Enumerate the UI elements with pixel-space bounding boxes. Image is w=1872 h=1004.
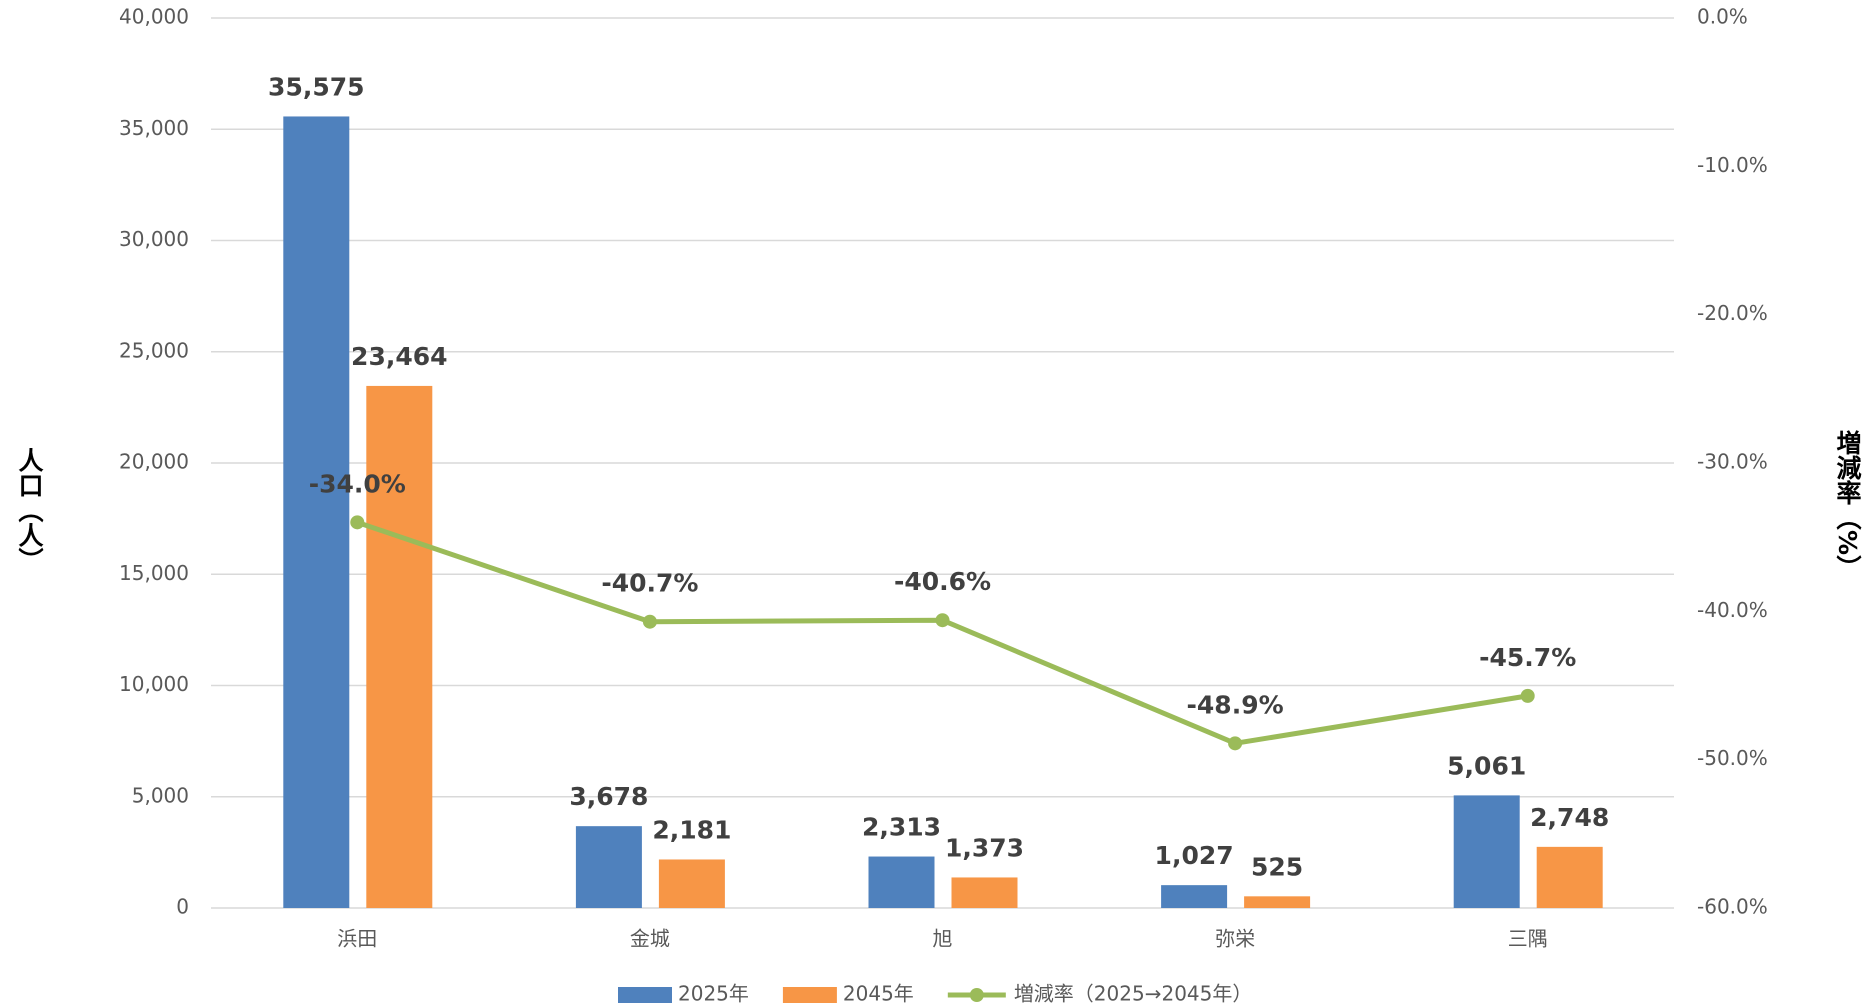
y2-tick-label: -20.0%: [1697, 301, 1768, 325]
bar: [1244, 896, 1311, 908]
y2-tick-label: -50.0%: [1697, 746, 1768, 770]
data-label: 525: [1251, 852, 1303, 881]
y-tick-label: 0: [176, 895, 189, 919]
y2-tick-label: -10.0%: [1697, 153, 1768, 177]
x-tick-label: 三隅: [1508, 927, 1548, 951]
data-label: 1,373: [945, 833, 1024, 862]
y2-tick-label: 0.0%: [1697, 5, 1748, 29]
legend-swatch: [618, 987, 672, 1003]
y-tick-label: 25,000: [119, 338, 189, 362]
data-label: 2,748: [1530, 803, 1609, 832]
data-label: -48.9%: [1187, 690, 1284, 719]
bar: [658, 859, 725, 908]
x-tick-label: 金城: [630, 927, 670, 951]
bar: [1161, 885, 1228, 908]
data-label: -34.0%: [309, 469, 406, 498]
y2-tick-label: -60.0%: [1697, 895, 1768, 919]
line-marker: [350, 515, 365, 530]
data-label: 5,061: [1447, 751, 1526, 780]
y2-axis-label: 増減率（%）: [1833, 429, 1862, 580]
y-tick-label: 5,000: [132, 783, 189, 807]
line-marker: [1520, 688, 1535, 703]
line-marker: [935, 613, 950, 628]
legend-label: 増減率（2025→2045年）: [1014, 982, 1253, 1004]
y-tick-label: 15,000: [119, 561, 189, 585]
bar: [1453, 795, 1520, 908]
y-tick-label: 10,000: [119, 672, 189, 696]
bar: [283, 116, 350, 909]
bar: [951, 877, 1018, 908]
legend-marker: [969, 988, 984, 1002]
data-label: -45.7%: [1479, 643, 1576, 672]
data-label: 23,464: [351, 342, 447, 371]
bar: [575, 826, 642, 908]
y2-tick-label: -30.0%: [1697, 450, 1768, 474]
y-tick-label: 40,000: [119, 5, 189, 29]
bar: [868, 856, 935, 908]
y-tick-label: 30,000: [119, 227, 189, 251]
line-marker: [642, 614, 657, 629]
data-label: -40.6%: [894, 567, 991, 596]
y-tick-label: 35,000: [119, 116, 189, 140]
data-label: 3,678: [569, 782, 648, 811]
bar: [1536, 846, 1603, 908]
line-marker: [1228, 736, 1243, 751]
x-tick-label: 弥栄: [1215, 927, 1255, 951]
data-label: 2,313: [862, 813, 941, 842]
data-label: 2,181: [652, 815, 731, 844]
x-tick-label: 旭: [933, 927, 953, 951]
y2-tick-label: -40.0%: [1697, 598, 1768, 622]
data-label: 35,575: [268, 72, 364, 101]
y-tick-label: 20,000: [119, 450, 189, 474]
data-label: -40.7%: [601, 569, 698, 598]
data-label: 1,027: [1155, 841, 1234, 870]
legend-label: 2045年: [843, 982, 914, 1004]
line: [356, 519, 1529, 746]
legend-label: 2025年: [678, 982, 749, 1004]
legend-swatch: [782, 987, 837, 1003]
bar: [366, 385, 433, 908]
y-axis-label: 人口（人）: [15, 448, 44, 573]
x-tick-label: 浜田: [337, 927, 377, 951]
